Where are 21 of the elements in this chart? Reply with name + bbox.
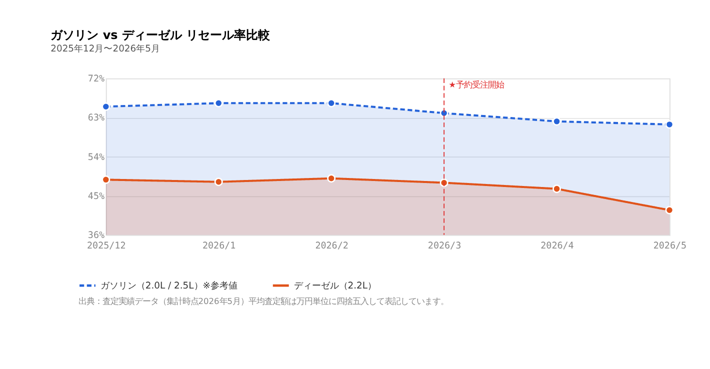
x-tick-label: 2026/4 <box>540 240 574 252</box>
x-tick-label: 2026/5 <box>653 240 687 252</box>
point <box>327 174 336 183</box>
source-note: 出典：査定実績データ（集計時点2026年5月）平均査定額は万円単位に四捨五入して表記しています。 <box>78 296 449 306</box>
y-tick-label: 63% <box>88 112 105 124</box>
x-tick-label: 2026/1 <box>202 240 236 252</box>
chart-subtitle: 2025年12月〜2026年5月 <box>50 44 160 55</box>
x-tick-label: 2026/2 <box>315 240 348 252</box>
y-tick-label: 54% <box>88 152 105 163</box>
y-tick-label: 45% <box>88 190 105 202</box>
x-tick-label: 2026/3 <box>428 240 462 252</box>
point <box>552 117 562 126</box>
point <box>552 184 562 194</box>
point <box>214 178 223 186</box>
legend-label: ガソリン（2.0L / 2.5L）※参考値 <box>100 280 238 292</box>
y-tick-label: 72% <box>88 74 105 85</box>
ref-line-label: ★予約受注開始 <box>448 80 504 90</box>
chart-title: ガソリン vs ディーゼル リセール率比較 <box>50 28 272 42</box>
x-tick-label: 2025/12 <box>86 240 126 252</box>
legend-label: ディーゼル（2.2L） <box>294 280 376 292</box>
y-tick-label: 36% <box>88 230 105 242</box>
